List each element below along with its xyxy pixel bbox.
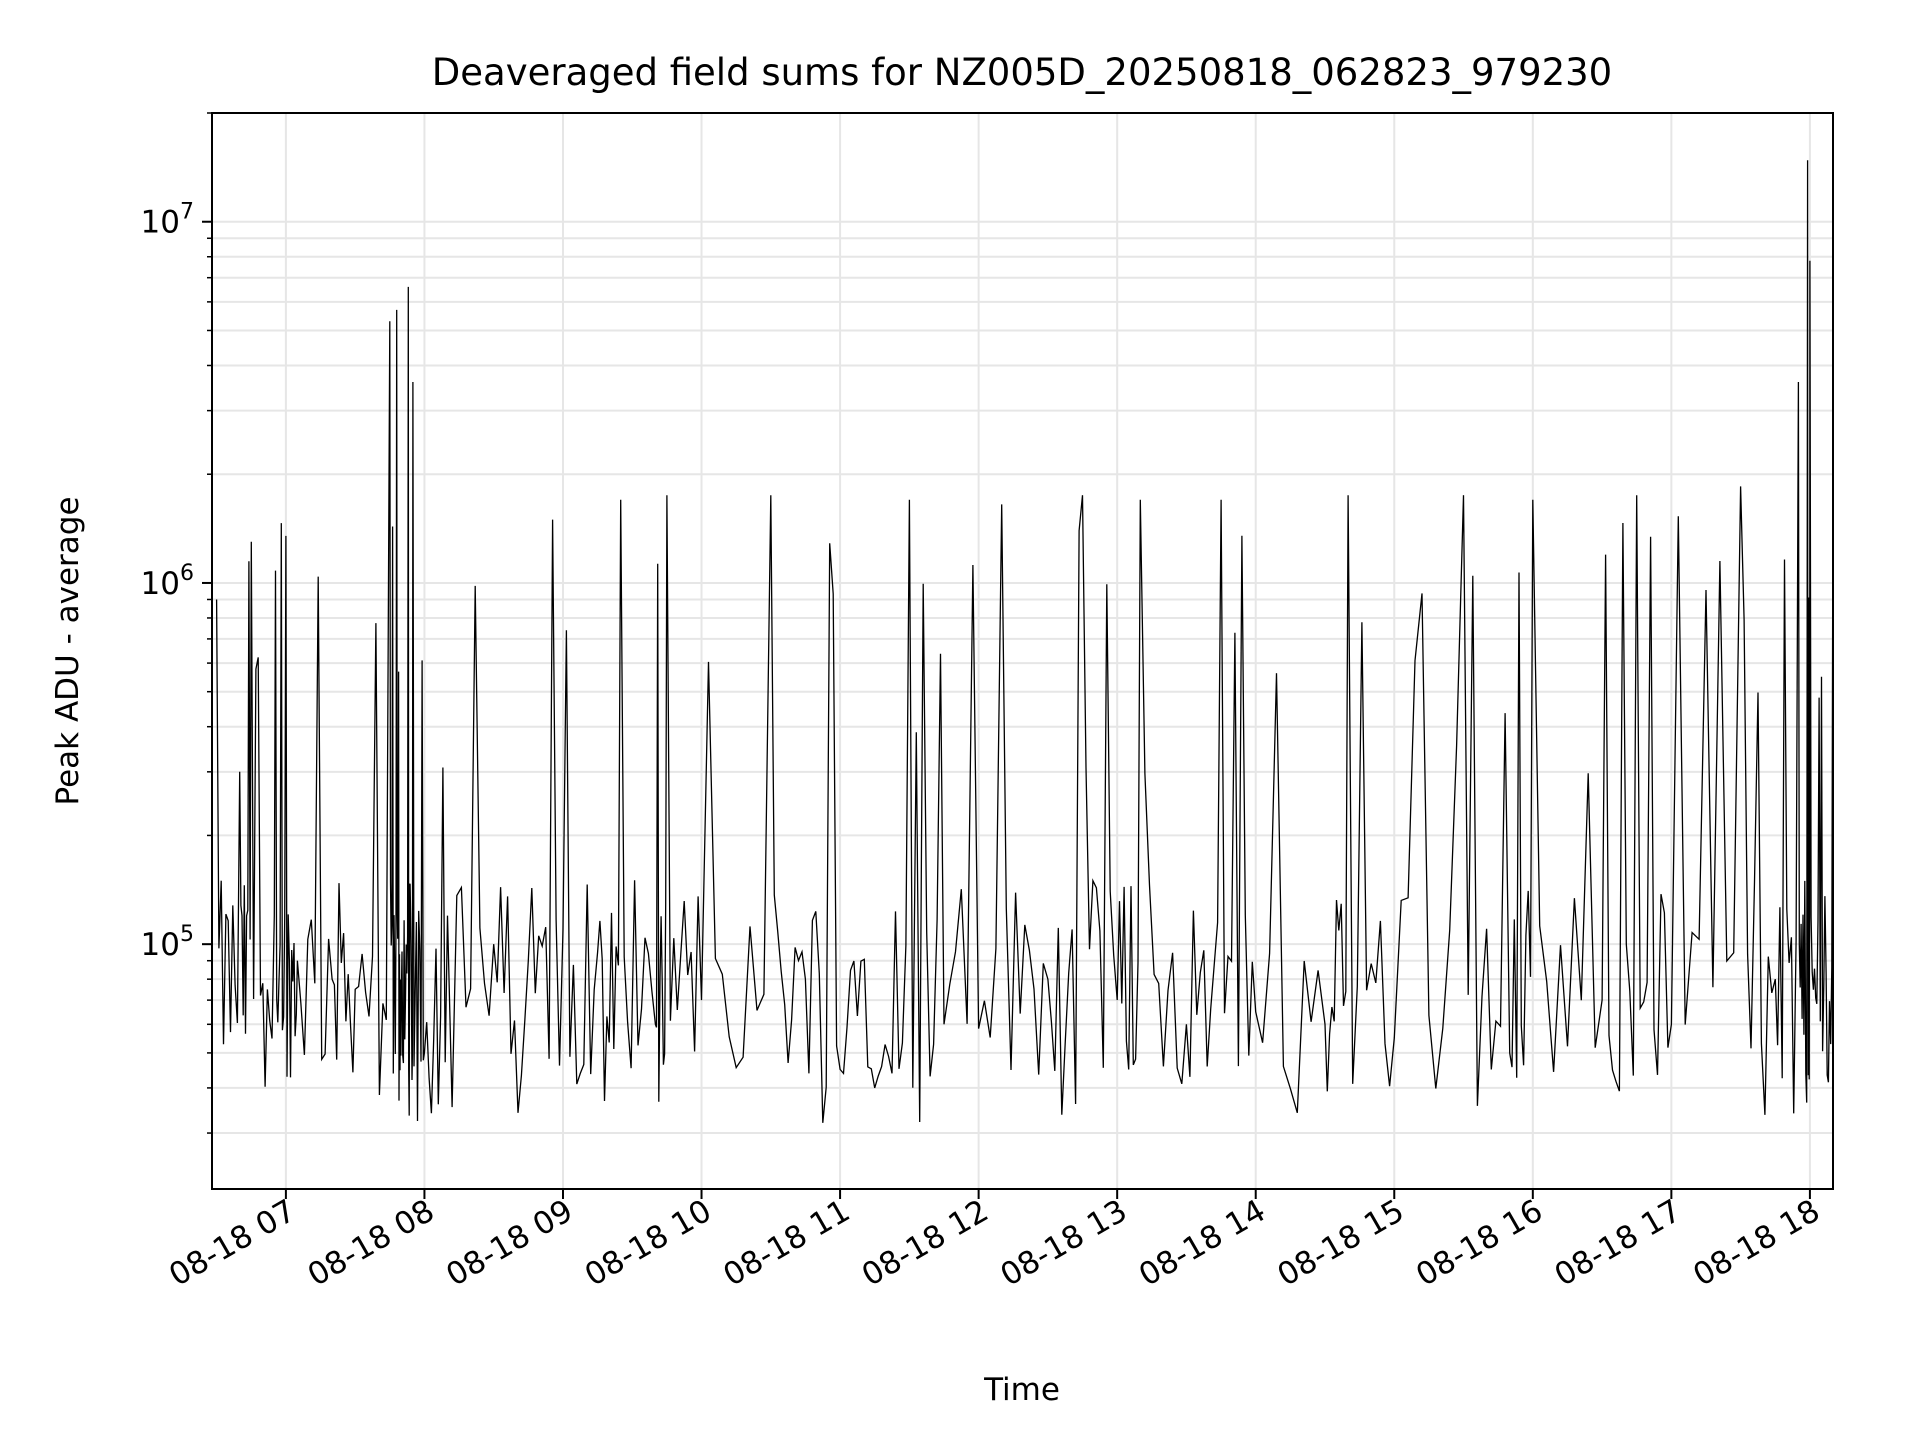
chart-title: Deaveraged field sums for NZ005D_2025081…	[432, 51, 1612, 94]
y-tick-exponent: 5	[180, 922, 194, 947]
y-tick-label: 107	[141, 200, 194, 241]
y-axis-label: Peak ADU - average	[50, 496, 86, 805]
plot-frame	[211, 112, 1834, 1190]
x-axis-label: Time	[983, 1372, 1060, 1408]
y-tick-label: 105	[141, 922, 194, 963]
y-tick-base: 10	[141, 566, 180, 602]
y-tick-exponent: 7	[180, 200, 194, 225]
y-tick-label: 106	[141, 561, 194, 602]
series-line-0	[215, 160, 1834, 1123]
y-tick-base: 10	[141, 205, 180, 241]
y-tick-exponent: 6	[180, 561, 194, 586]
y-tick-base: 10	[141, 927, 180, 963]
series-line-layer	[215, 160, 1834, 1123]
